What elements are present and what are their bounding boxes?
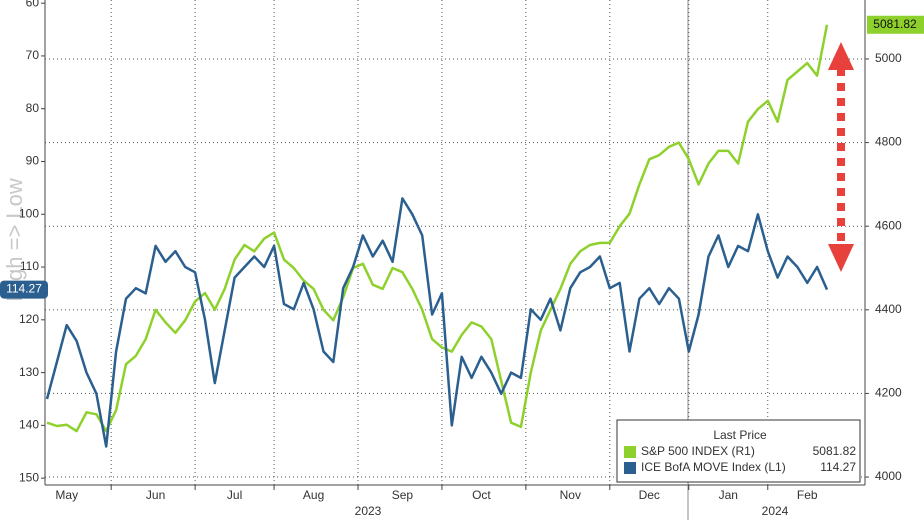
- y2-tick-label: 5000: [875, 51, 902, 65]
- legend-swatch: [624, 462, 636, 474]
- y-tick-label: 130: [19, 365, 39, 379]
- y-tick-label: 110: [20, 259, 39, 273]
- x-tick-label: Oct: [472, 488, 491, 502]
- y-tick-label: 150: [19, 470, 39, 484]
- y-tick-label: 90: [26, 154, 40, 168]
- y-tick-label: 100: [19, 206, 39, 220]
- value-tag-label: 5081.82: [873, 17, 917, 31]
- y2-tick-label: 4800: [875, 135, 902, 149]
- x-tick-label: Feb: [797, 488, 818, 502]
- legend-title: Last Price: [713, 428, 767, 442]
- series-line: [45, 197, 829, 448]
- y2-tick-label: 4400: [875, 302, 902, 316]
- y-tick-label: 80: [26, 101, 40, 115]
- legend-value: 5081.82: [813, 444, 857, 458]
- x-tick-label: Jun: [146, 488, 165, 502]
- legend-box: [616, 419, 861, 483]
- arrow-head: [828, 244, 854, 272]
- legend-value: 114.27: [820, 460, 856, 474]
- x-tick-label: Nov: [560, 488, 581, 502]
- y2-tick-label: 4600: [875, 218, 902, 232]
- y2-tick-label: 4000: [875, 469, 902, 483]
- legend-swatch: [624, 446, 636, 458]
- legend-label: ICE BofA MOVE Index (L1): [641, 460, 786, 474]
- year-label: 2023: [355, 504, 382, 518]
- x-tick-label: May: [55, 488, 78, 502]
- x-tick-label: Jan: [719, 488, 738, 502]
- value-tag-label: 114.27: [6, 282, 42, 296]
- y2-tick-label: 4200: [875, 386, 902, 400]
- y-tick-label: 70: [26, 48, 40, 62]
- y-tick-label: 60: [26, 0, 40, 9]
- x-tick-label: Aug: [303, 488, 324, 502]
- legend-label: S&P 500 INDEX (R1): [641, 444, 755, 458]
- year-label: 2024: [762, 504, 789, 518]
- legend: Last Price S&P 500 INDEX (R1) 5081.82 ICE B…: [616, 419, 861, 483]
- x-tick-label: Jul: [227, 488, 242, 502]
- value-tag: [867, 15, 924, 34]
- series-line: [46, 24, 829, 433]
- value-tag: [0, 280, 48, 299]
- x-tick-label: Sep: [392, 488, 414, 502]
- range-arrow: [828, 42, 854, 272]
- arrow-head: [828, 42, 854, 70]
- y-tick-label: 140: [19, 418, 39, 432]
- x-tick-label: Dec: [639, 488, 660, 502]
- y-tick-label: 120: [19, 312, 39, 326]
